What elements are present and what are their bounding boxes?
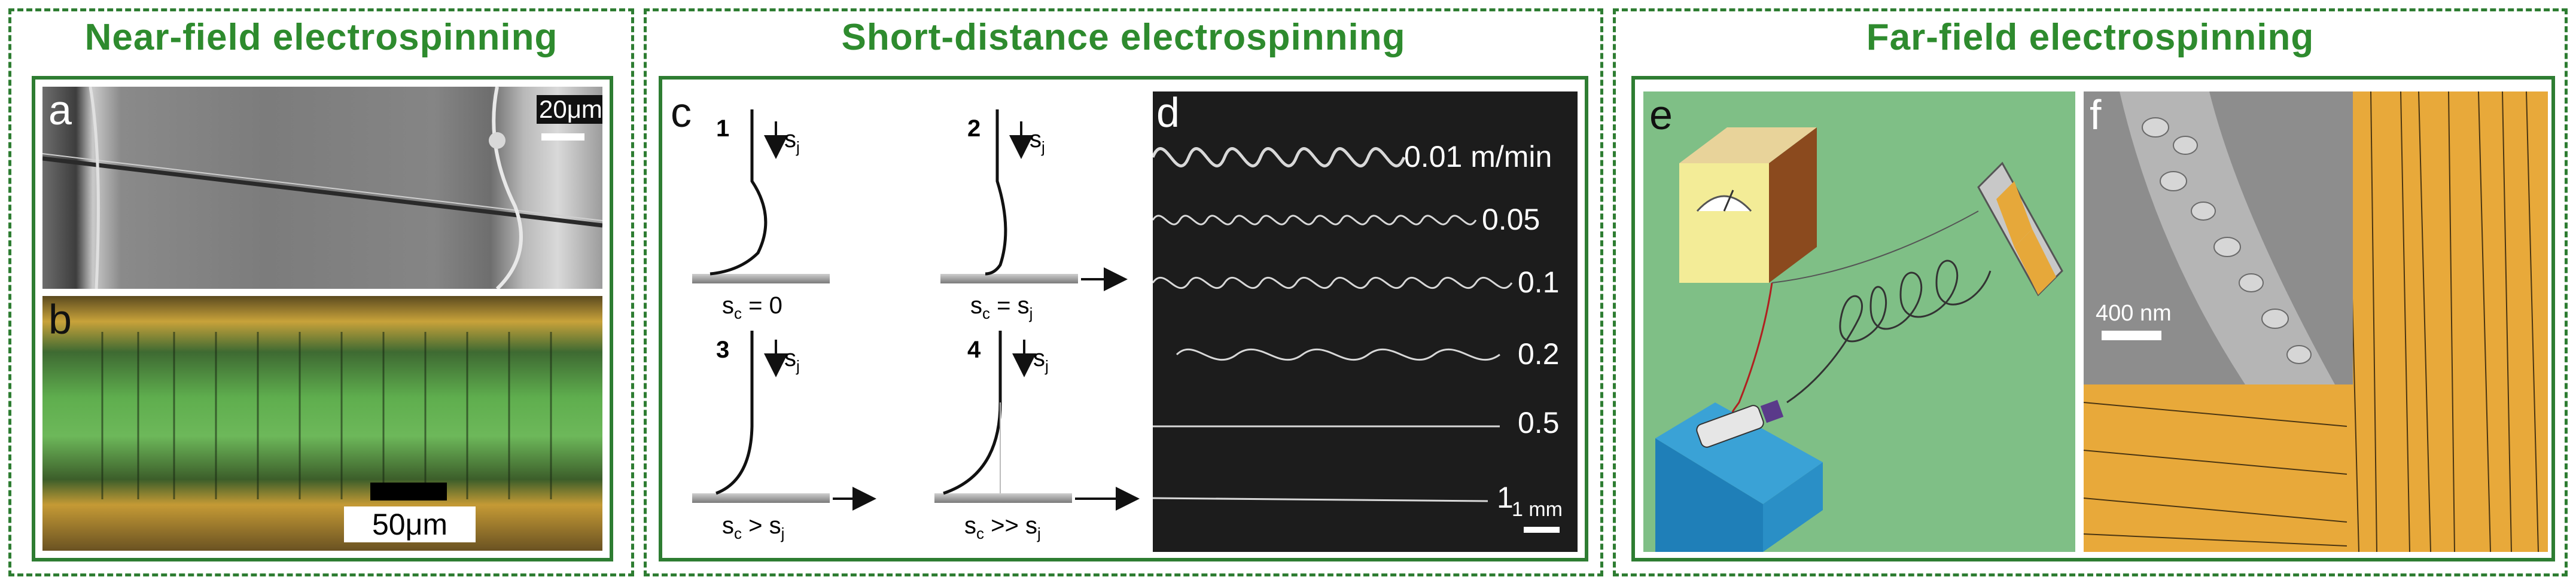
- figure-letter-b: b: [48, 296, 72, 343]
- case-1-number: 1: [716, 115, 730, 142]
- short-distance-panel: Short-distance electrospinning c: [644, 8, 1603, 576]
- scale-bar-f: [2102, 331, 2161, 340]
- optical-image-b: b 50μm: [42, 296, 602, 551]
- sem-image-a-graphic: [42, 87, 602, 289]
- speed-label-2: 0.1: [1518, 265, 1560, 299]
- short-distance-figure-frame: c: [659, 76, 1588, 561]
- case-3-number: 3: [716, 337, 730, 363]
- schematic-c-graphic: [692, 109, 1140, 511]
- case-4-condition: sc >> sj: [964, 512, 1041, 542]
- case-1-condition: sc = 0: [722, 292, 782, 322]
- sem-image-d-graphic: [1153, 147, 1560, 533]
- near-field-title: Near-field electrospinning: [84, 17, 558, 58]
- near-field-figure-frame: a 20μm b 50μm: [32, 76, 613, 561]
- speed-label-0: 0.01 m/min: [1404, 140, 1552, 173]
- aligned-fibers-f: f 400 nm: [2084, 91, 2548, 552]
- speed-label-4: 0.5: [1518, 406, 1560, 439]
- figure-letter-d: d: [1156, 91, 1180, 136]
- sem-inset-f: f 400 nm: [2084, 91, 2353, 384]
- scale-label-b: 50μm: [344, 506, 476, 542]
- case-2-condition: sc = sj: [970, 292, 1033, 322]
- setup-illustration-e-graphic: [1655, 127, 2063, 552]
- case-3-condition: sc > sj: [722, 512, 785, 542]
- figure-letter-e: e: [1649, 91, 1673, 138]
- scale-label-d: 1 mm: [1512, 498, 1563, 521]
- far-field-figure-frame: e: [1631, 76, 2555, 561]
- sem-image-a: a 20μm: [42, 87, 602, 289]
- case-3-velocity: sj: [784, 345, 800, 375]
- case-1-velocity: sj: [784, 126, 800, 156]
- far-field-title: Far-field electrospinning: [1866, 17, 2315, 58]
- figure-letter-c: c: [671, 91, 692, 136]
- speed-label-5: 1: [1497, 481, 1514, 514]
- schematic-c: c: [668, 91, 1147, 552]
- speed-label-3: 0.2: [1518, 337, 1560, 371]
- aligned-fibers-f-graphic: [2084, 91, 2539, 552]
- setup-illustration-e: e: [1643, 91, 2075, 552]
- case-4-number: 4: [967, 337, 981, 363]
- scale-label-a: 20μm: [537, 95, 602, 124]
- case-2-number: 2: [967, 115, 981, 142]
- near-field-panel: Near-field electrospinning a 20μm: [8, 8, 634, 576]
- sem-inset-f-graphic: [2120, 91, 2335, 384]
- figure-letter-f: f: [2090, 91, 2102, 138]
- short-distance-title: Short-distance electrospinning: [841, 17, 1406, 58]
- scale-bar-b: [370, 483, 447, 500]
- scale-label-f: 400 nm: [2096, 301, 2172, 326]
- speed-label-1: 0.05: [1482, 203, 1540, 236]
- figure-letter-a: a: [48, 87, 72, 133]
- optical-image-b-graphic: [101, 332, 552, 499]
- case-4-velocity: sj: [1033, 345, 1049, 375]
- scale-bar-a: [541, 133, 584, 141]
- case-2-velocity: sj: [1030, 126, 1045, 156]
- far-field-panel: Far-field electrospinning: [1613, 8, 2568, 576]
- sem-image-d: d 0.01 m/min 0.05 0.1 0.2 0.5 1 1 mm: [1153, 91, 1578, 552]
